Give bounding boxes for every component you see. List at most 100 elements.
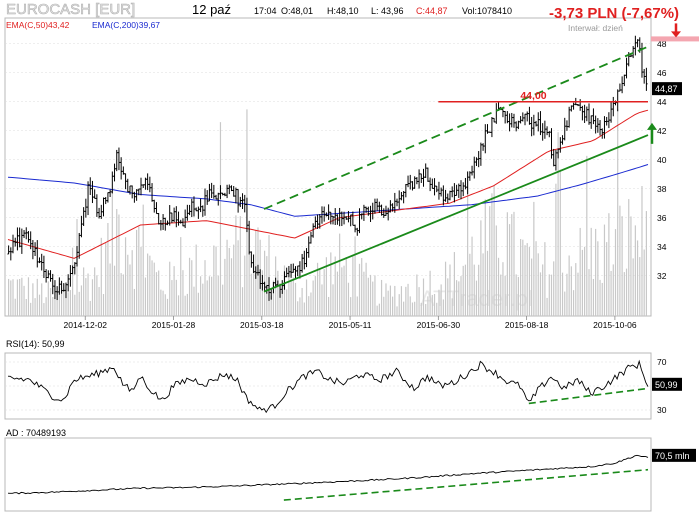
price-bar [221, 192, 224, 196]
volume-bar [113, 265, 116, 316]
price-bar [58, 277, 61, 295]
volume-bar [431, 294, 433, 316]
price-bar [336, 214, 339, 225]
price-bar [475, 157, 478, 167]
price-bar [334, 208, 337, 225]
volume-bar [69, 290, 71, 316]
price-bar [309, 231, 313, 244]
price-bar [285, 267, 288, 278]
up-arrowhead-icon [647, 122, 657, 130]
volume-bar [535, 241, 537, 316]
volume-bar [522, 239, 524, 316]
ad-title: AD : 70489193 [6, 428, 66, 438]
volume-bar [76, 219, 78, 316]
volume-bar [32, 283, 34, 316]
price-bar [446, 193, 449, 204]
volume-bar [305, 279, 308, 316]
x-tick-label: 2015-03-18 [240, 320, 284, 330]
price-bar [484, 124, 487, 154]
volume-bar [144, 277, 147, 316]
price-bar [384, 205, 388, 216]
volume-bar [387, 290, 389, 316]
low-label: L: 43,96 [371, 6, 404, 16]
volume-bar [334, 256, 336, 316]
volume-bar [49, 288, 52, 316]
price-bar [241, 193, 244, 210]
volume-bar [268, 235, 270, 316]
volume-bar [118, 214, 120, 316]
volume-bar [581, 249, 583, 316]
volume-bar [511, 214, 513, 316]
volume-bar [411, 302, 414, 316]
volume-bar [332, 284, 334, 316]
volume-bar [136, 229, 138, 316]
price-bar [159, 220, 163, 231]
price-bar [201, 205, 205, 217]
volume-bar [41, 283, 43, 316]
price-bar [153, 199, 156, 213]
price-bar [97, 207, 101, 219]
volume-bar [109, 263, 111, 316]
volume-bar [129, 264, 131, 316]
price-bar [382, 208, 385, 218]
volume-bar [418, 287, 420, 316]
price-bar [172, 207, 176, 223]
price-bar [199, 198, 202, 213]
price-bar [281, 280, 284, 294]
ema50-path [7, 109, 649, 259]
volume-bar [204, 260, 206, 316]
price-bar [428, 177, 432, 192]
price-bar [466, 171, 469, 195]
price-bar [115, 149, 118, 172]
volume-bar [458, 281, 460, 316]
volume-bar [533, 201, 535, 316]
volume-bar [182, 270, 184, 316]
volume-bar [94, 267, 96, 316]
volume-bar [394, 285, 396, 316]
volume-bar [339, 233, 341, 316]
volume-bar [149, 255, 151, 316]
ema200-path [7, 164, 649, 217]
volume-bar [34, 298, 36, 316]
price-bar [7, 245, 10, 255]
volume-bar [63, 283, 65, 316]
volume-bar [160, 289, 162, 316]
volume-bar [105, 242, 107, 316]
price-bar [422, 168, 425, 187]
volume-bar [54, 285, 56, 316]
price-bar [453, 183, 456, 203]
price-bar [91, 180, 94, 204]
volume-bar [429, 270, 431, 316]
price-bar [100, 204, 103, 219]
price-bar [523, 113, 527, 126]
volume-bar [158, 270, 160, 316]
volume-bar [365, 262, 367, 316]
volume-bar [502, 262, 504, 316]
price-bar [541, 123, 544, 141]
volume-bar [215, 246, 217, 316]
price-bar [234, 187, 238, 204]
price-bar [552, 148, 555, 167]
date-label: 12 paź [192, 2, 231, 17]
price-bar [356, 227, 359, 236]
price-bar [631, 46, 635, 59]
volume-bar [328, 296, 330, 316]
price-bar [342, 211, 346, 225]
volume-bar [584, 246, 586, 316]
volume-bar [358, 263, 361, 316]
price-bar [89, 177, 92, 195]
volume-bar [645, 211, 647, 316]
volume-bar [513, 211, 515, 316]
price-bar [389, 200, 392, 213]
price-bar [508, 113, 511, 132]
price-bar [594, 115, 597, 134]
price-bar [84, 198, 88, 218]
volume-bar [239, 216, 241, 316]
volume-bar [575, 263, 577, 316]
volume-bar [407, 283, 409, 316]
price-bar [417, 169, 421, 189]
price-bar [530, 116, 533, 137]
volume-bar [47, 281, 49, 316]
price-bar [596, 118, 600, 133]
price-bar [232, 186, 235, 197]
